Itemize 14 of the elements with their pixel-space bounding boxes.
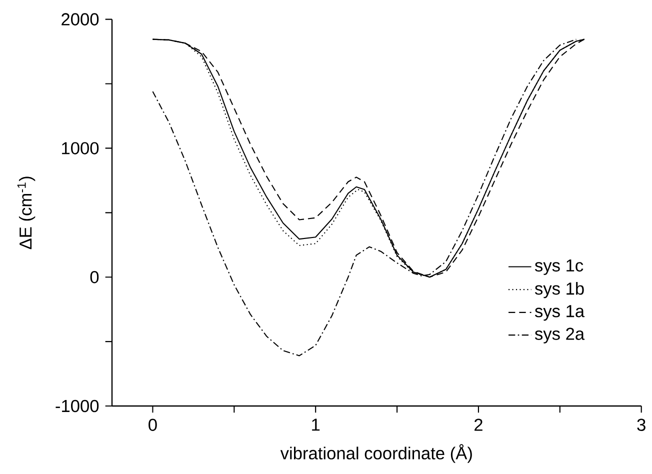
legend-label: sys 1a: [534, 305, 585, 321]
x-axis-title: vibrational coordinate (Å): [280, 444, 472, 463]
legend-label: sys 1c: [534, 259, 584, 276]
x-tick-label: 0: [148, 418, 157, 431]
y-axis-title: ΔE (cm$^{-1}$): [17, 176, 36, 250]
x-tick-label: 3: [637, 418, 646, 431]
y-tick-label: -1000: [56, 400, 99, 412]
legend-label: sys 2a: [534, 328, 585, 344]
y-tick-label: 0: [90, 270, 99, 284]
y-tick-label: 2000: [62, 13, 99, 26]
y-tick-label: 1000: [62, 142, 99, 154]
x-tick-label: 1: [312, 418, 320, 431]
x-tick-label: 2: [474, 418, 482, 431]
legend-label: sys 1b: [534, 282, 584, 298]
